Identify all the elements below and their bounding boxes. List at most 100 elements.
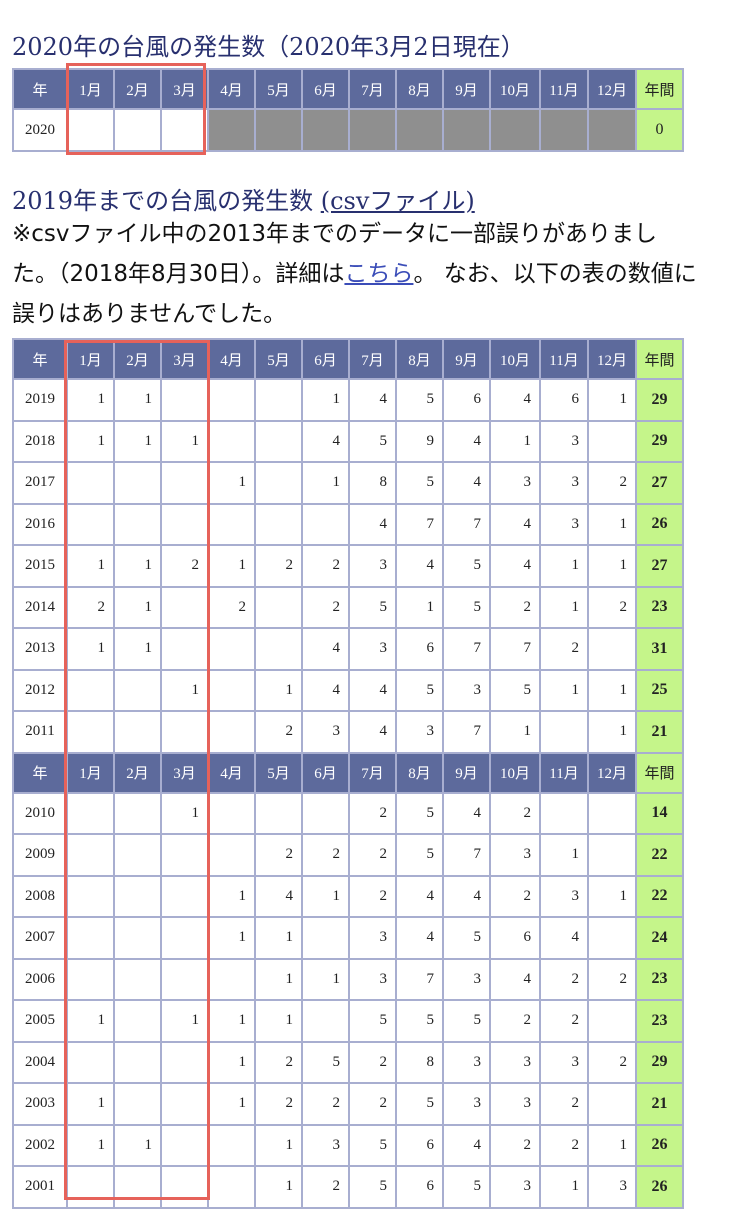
month-cell: 1 <box>66 1082 115 1126</box>
month-cell: 1 <box>587 874 637 918</box>
column-header: 9月 <box>442 68 491 110</box>
month-cell <box>587 791 637 835</box>
table-header-row: 年 1月 2月 3月 4月 5月 6月 7月 8月 9月 10月 11月 12月 年間 <box>12 68 684 110</box>
month-cell: 2 <box>587 957 637 1001</box>
month-cell: 2 <box>254 710 303 754</box>
month-cell <box>66 874 115 918</box>
month-cell <box>66 833 115 877</box>
month-cell: 1 <box>539 1165 589 1209</box>
year-cell: 2017 <box>12 461 68 505</box>
month-cell <box>113 999 162 1043</box>
month-cell: 1 <box>254 1165 303 1209</box>
month-cell: 1 <box>66 1123 115 1167</box>
month-cell: 1 <box>301 957 350 1001</box>
year-cell: 2007 <box>12 916 68 960</box>
month-cell: 2 <box>539 627 589 671</box>
column-header: 5月 <box>254 751 303 794</box>
column-header: 5月 <box>254 68 303 110</box>
month-cell <box>254 378 303 422</box>
month-cell: 2 <box>587 585 637 629</box>
column-header: 2月 <box>113 68 162 110</box>
table-row: 2014 2 1 2 2 5 1 5 2 1 2 23 <box>12 585 684 629</box>
column-header: 4月 <box>207 68 256 110</box>
month-cell: 3 <box>442 1082 491 1126</box>
month-cell: 2 <box>301 833 350 877</box>
month-cell <box>348 108 397 152</box>
month-cell <box>113 916 162 960</box>
month-cell: 7 <box>395 957 444 1001</box>
table-row: 2020 0 <box>12 108 684 152</box>
month-cell: 2 <box>301 1165 350 1209</box>
month-cell: 5 <box>442 999 491 1043</box>
year-cell: 2012 <box>12 668 68 712</box>
month-cell: 1 <box>207 1082 256 1126</box>
month-cell: 2 <box>539 1082 589 1126</box>
month-cell <box>113 833 162 877</box>
month-cell: 4 <box>395 544 444 588</box>
month-cell: 1 <box>254 1123 303 1167</box>
annual-total-cell: 31 <box>635 627 684 671</box>
year-cell: 2019 <box>12 378 68 422</box>
month-cell: 2 <box>348 1040 397 1084</box>
month-cell <box>113 668 162 712</box>
month-cell: 7 <box>489 627 541 671</box>
month-cell: 5 <box>442 1165 491 1209</box>
month-cell: 5 <box>301 1040 350 1084</box>
month-cell: 3 <box>301 710 350 754</box>
month-cell <box>160 1123 209 1167</box>
month-cell: 4 <box>539 916 589 960</box>
csv-link[interactable]: (csvファイル) <box>320 187 475 215</box>
typhoon-table-history: 年 1月 2月 3月 4月 5月 6月 7月 8月 9月 10月 11月 12月 年間 2019 1 1 1 4 5 6… <box>12 338 684 1209</box>
month-cell: 2 <box>348 833 397 877</box>
month-cell <box>207 833 256 877</box>
column-header: 7月 <box>348 338 397 380</box>
month-cell <box>160 378 209 422</box>
month-cell <box>207 378 256 422</box>
month-cell <box>160 461 209 505</box>
month-cell: 6 <box>395 1165 444 1209</box>
details-link[interactable]: こちら <box>344 261 414 287</box>
month-cell: 5 <box>395 668 444 712</box>
table-row: 2003 1 1 2 2 2 5 3 3 2 21 <box>12 1082 684 1126</box>
month-cell: 6 <box>442 378 491 422</box>
month-cell <box>113 710 162 754</box>
month-cell <box>66 1165 115 1209</box>
month-cell: 3 <box>348 544 397 588</box>
table-header-row: 年 1月 2月 3月 4月 5月 6月 7月 8月 9月 10月 11月 12月 年間 <box>12 338 684 380</box>
month-cell: 4 <box>348 710 397 754</box>
month-cell <box>587 833 637 877</box>
column-header: 7月 <box>348 68 397 110</box>
month-cell: 1 <box>207 999 256 1043</box>
month-cell <box>254 461 303 505</box>
month-cell: 2 <box>254 544 303 588</box>
year-cell: 2010 <box>12 791 68 835</box>
table-row: 2013 1 1 4 3 6 7 7 2 31 <box>12 627 684 671</box>
month-cell: 1 <box>489 419 541 463</box>
month-cell: 9 <box>395 419 444 463</box>
month-cell <box>160 957 209 1001</box>
month-cell: 2 <box>489 791 541 835</box>
column-header: 4月 <box>207 751 256 794</box>
month-cell: 5 <box>348 1123 397 1167</box>
month-cell <box>207 710 256 754</box>
month-cell: 1 <box>66 999 115 1043</box>
month-cell <box>587 627 637 671</box>
month-cell <box>489 108 541 152</box>
month-cell <box>587 916 637 960</box>
month-cell: 1 <box>587 710 637 754</box>
column-header: 12月 <box>587 338 637 380</box>
month-cell: 4 <box>489 957 541 1001</box>
month-cell: 6 <box>395 627 444 671</box>
month-cell: 5 <box>348 999 397 1043</box>
month-cell: 4 <box>489 544 541 588</box>
table-row: 2004 1 2 5 2 8 3 3 3 2 29 <box>12 1040 684 1084</box>
column-header: 11月 <box>539 751 589 794</box>
month-cell: 5 <box>395 833 444 877</box>
month-cell: 4 <box>301 627 350 671</box>
month-cell <box>207 419 256 463</box>
month-cell: 1 <box>66 544 115 588</box>
annual-total-cell: 0 <box>635 108 684 152</box>
column-header: 年間 <box>635 751 684 794</box>
column-header: 9月 <box>442 751 491 794</box>
month-cell <box>207 668 256 712</box>
